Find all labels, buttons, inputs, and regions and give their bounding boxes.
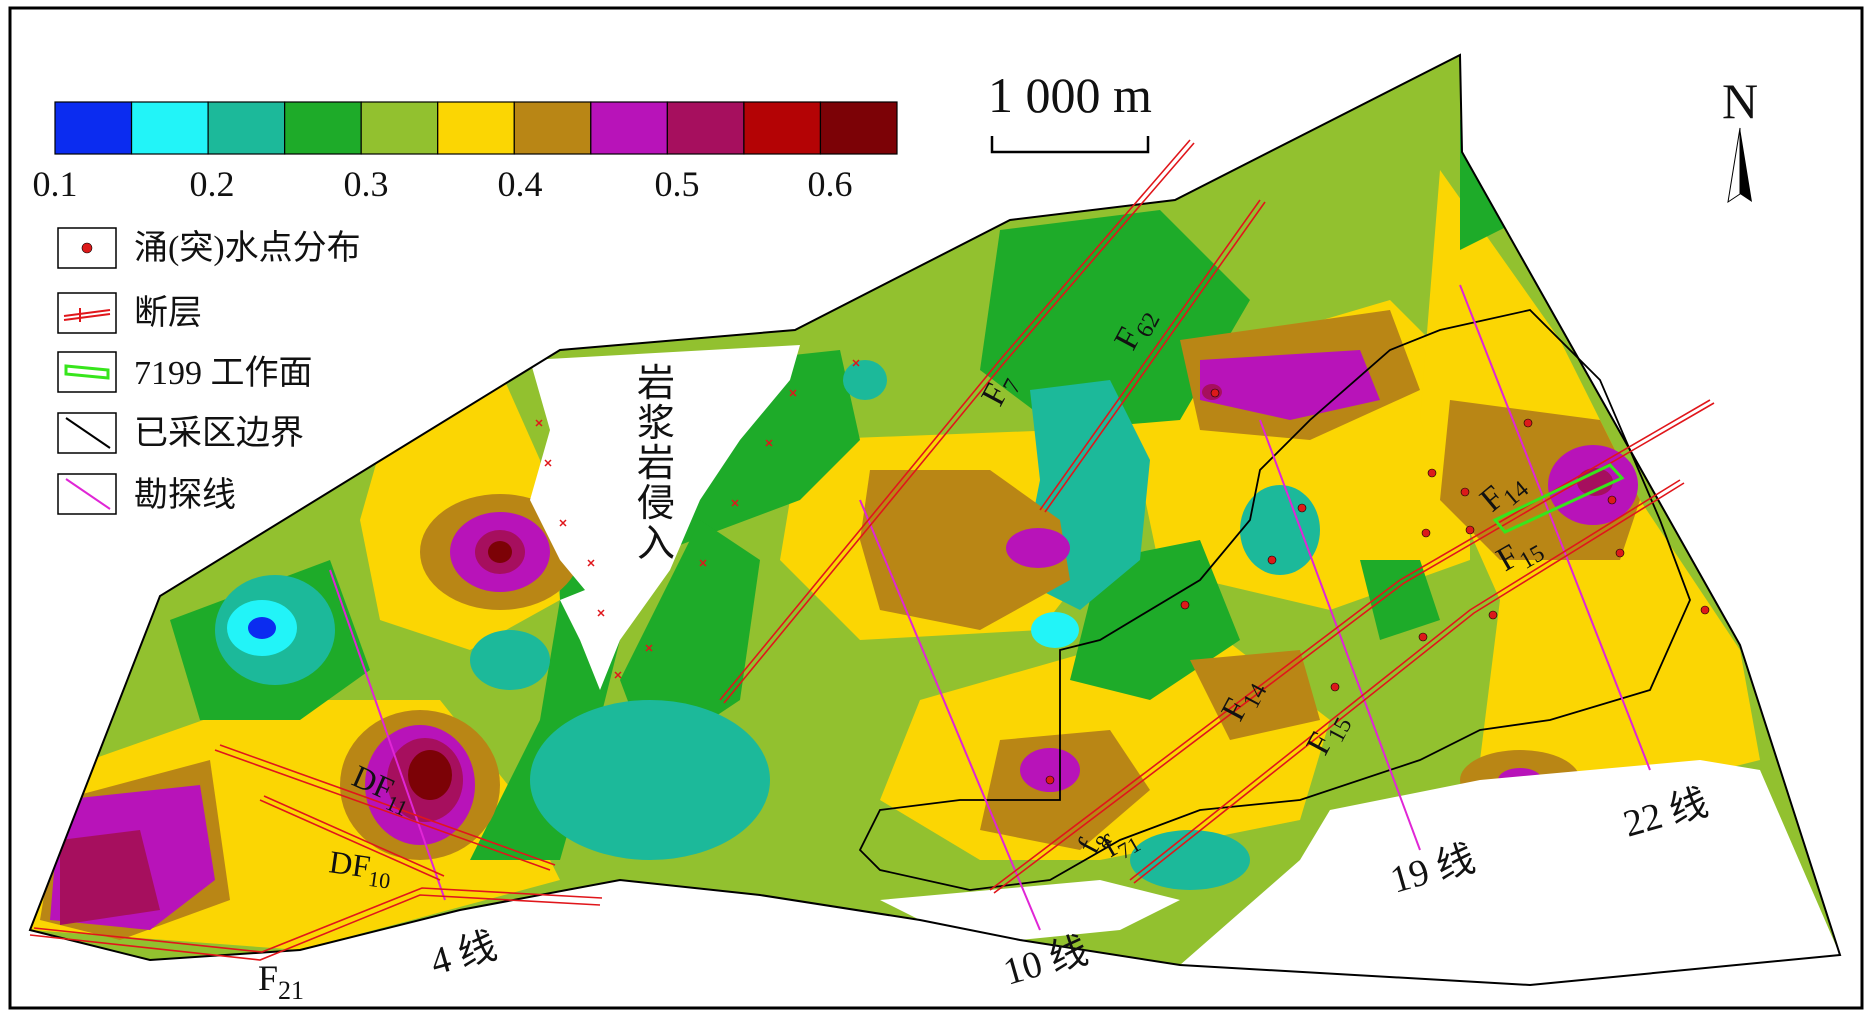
svg-text:岩: 岩 — [637, 363, 675, 405]
faults — [29, 139, 1715, 961]
legend-item-fault: 断层 — [57, 292, 202, 334]
svg-text:入: 入 — [637, 523, 675, 565]
colorbar-swatch — [513, 101, 592, 155]
fault-label-DF10: DF10 — [326, 843, 394, 893]
svg-text:浆: 浆 — [637, 403, 675, 445]
water-point-icon — [1180, 600, 1190, 610]
legend-item-working-face: 7199 工作面 — [57, 351, 313, 393]
colorbar-tick: 0.5 — [655, 164, 700, 204]
exploration-line-10 — [859, 499, 1041, 931]
water-point-icon — [81, 242, 93, 254]
legend-item-exploration-line: 勘探线 — [57, 473, 236, 515]
legend-label: 已采区边界 — [134, 415, 304, 452]
svg-text:侵: 侵 — [637, 483, 675, 525]
water-point-icon — [1418, 632, 1428, 642]
water-point-icon — [1465, 525, 1475, 535]
fault-labels: F7 F62 F14 F15 F14 F15 f8 f71 DF11 DF10 … — [258, 308, 1549, 1005]
colorbar-tick: 0.4 — [498, 164, 543, 204]
study-area-boundary — [28, 53, 1842, 987]
colorbar-swatch — [743, 101, 822, 155]
mined-boundary-icon — [65, 417, 111, 449]
legend-item-mined-boundary: 已采区边界 — [57, 412, 304, 454]
colorbar-swatch — [284, 101, 362, 155]
water-points — [1045, 388, 1710, 785]
colorbar — [54, 101, 898, 155]
colorbar-swatch — [666, 101, 745, 155]
legend-label: 7199 工作面 — [134, 355, 313, 392]
colorbar-tick: 0.3 — [344, 164, 389, 204]
north-arrow: N — [1722, 73, 1758, 204]
water-point-icon — [1421, 528, 1431, 538]
exploration-line-icon — [65, 478, 111, 510]
north-label: N — [1722, 73, 1758, 129]
water-point-icon — [1427, 468, 1437, 478]
working-face-7199 — [1492, 463, 1625, 534]
water-point-icon — [1615, 548, 1625, 558]
water-point-icon — [1297, 503, 1307, 513]
colorbar-swatch — [590, 101, 668, 155]
legend-label: 涌(突)水点分布 — [134, 229, 361, 267]
exploration-line-4 — [329, 569, 446, 901]
fault-icon — [63, 308, 111, 322]
water-point-icon — [1488, 610, 1498, 620]
scale-bar-label: 1 000 m — [988, 67, 1152, 123]
exploration-line-19 — [1259, 419, 1421, 851]
colorbar-swatch — [54, 101, 133, 155]
legend-label: 勘探线 — [134, 476, 236, 514]
colorbar-swatch — [207, 101, 286, 155]
exploration-lines — [329, 284, 1651, 931]
exploration-line-22 — [1459, 284, 1651, 771]
colorbar-swatch — [360, 101, 439, 155]
colorbar-swatch — [437, 101, 515, 155]
water-point-icon — [1607, 495, 1617, 505]
line-label-4: 4 线 — [426, 925, 502, 984]
colorbar-tick: 0.6 — [808, 164, 853, 204]
svg-text:岩: 岩 — [637, 443, 675, 485]
water-point-icon — [1700, 605, 1710, 615]
colorbar-ticks: 0.1 0.2 0.3 0.4 0.5 0.6 — [33, 164, 853, 204]
figure-frame — [8, 6, 1864, 1010]
legend: 涌(突)水点分布 断层 7199 工作面 已采区边界 勘探线 — [57, 227, 361, 515]
water-point-icon — [1523, 418, 1533, 428]
mined-area-boundary — [858, 309, 1691, 891]
intrusion-boundary-marks — [535, 359, 860, 679]
fault-label-F21: F21 — [258, 958, 304, 1005]
legend-item-water-point: 涌(突)水点分布 — [57, 227, 361, 269]
working-face-icon — [64, 364, 110, 380]
water-point-icon — [1045, 775, 1055, 785]
scale-bar: 1 000 m — [988, 67, 1152, 154]
colorbar-tick: 0.1 — [33, 164, 78, 204]
water-point-icon — [1210, 388, 1220, 398]
water-point-icon — [1267, 555, 1277, 565]
water-point-icon — [1460, 487, 1470, 497]
colorbar-tick: 0.2 — [190, 164, 235, 204]
colorbar-swatch — [819, 101, 898, 155]
legend-label: 断层 — [134, 294, 202, 332]
intrusion-label: 岩 浆 岩 侵 入 — [637, 363, 675, 565]
water-point-icon — [1330, 682, 1340, 692]
colorbar-swatch — [130, 101, 209, 155]
